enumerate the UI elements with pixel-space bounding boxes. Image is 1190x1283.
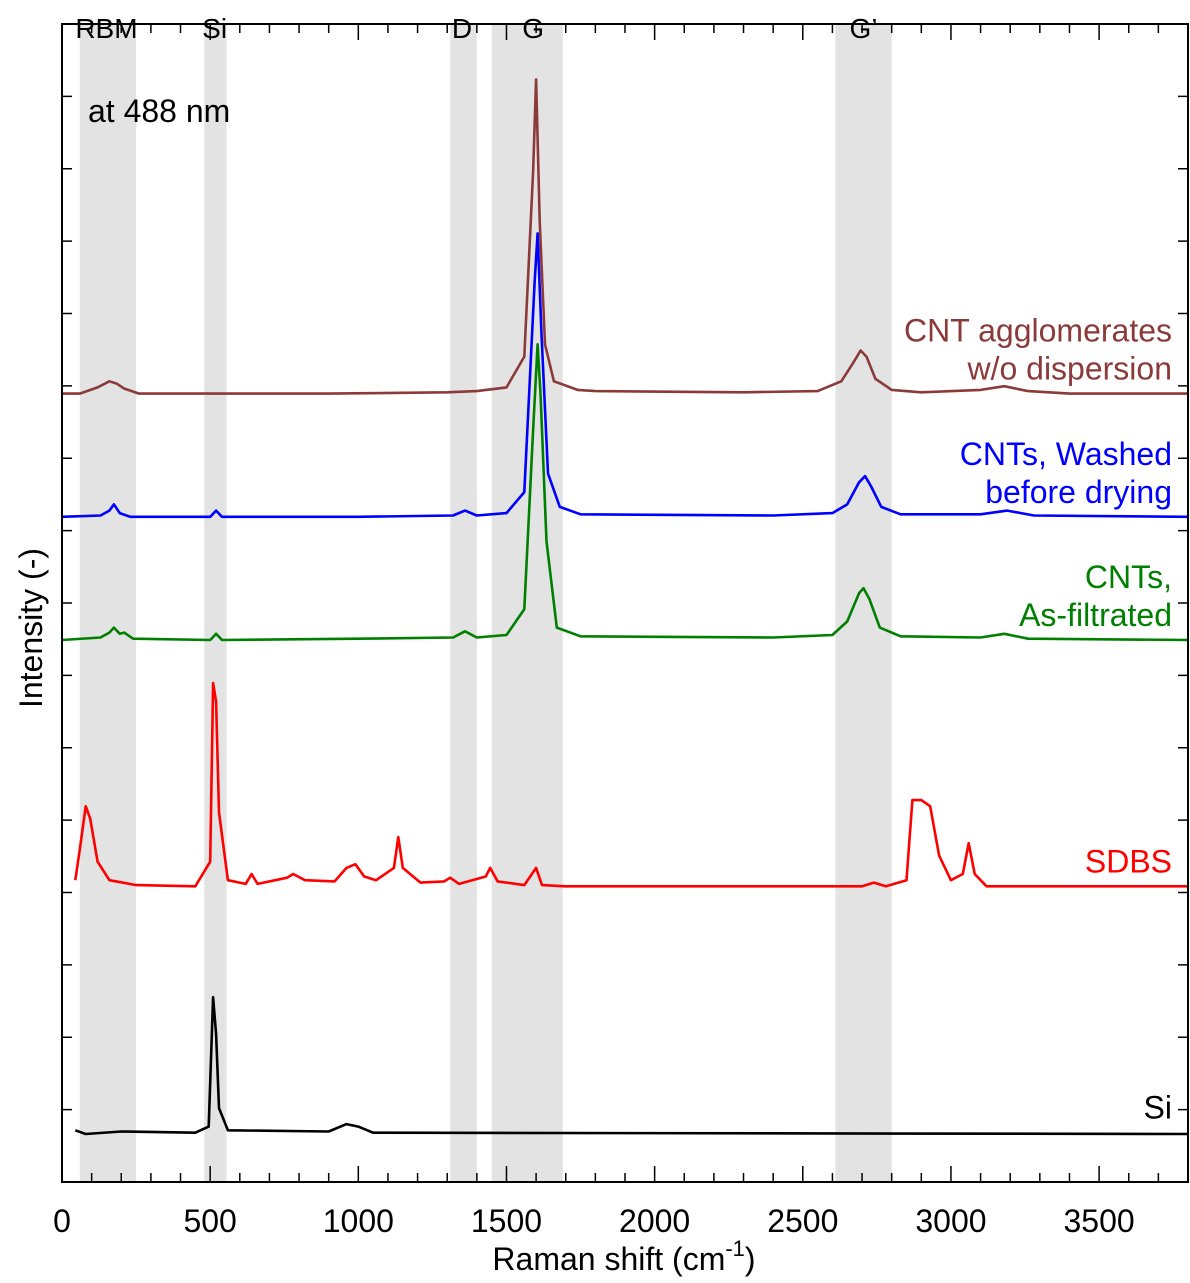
- series-label-2-line-0: CNTs,: [1085, 559, 1172, 595]
- band-1: [204, 24, 227, 1182]
- x-tick-label: 3500: [1064, 1203, 1135, 1239]
- series-label-2-line-1: As-filtrated: [1019, 597, 1172, 633]
- series-line-3: [74, 681, 1188, 888]
- band-label-3: G: [522, 13, 544, 44]
- series-label-0-line-0: CNT agglomerates: [904, 313, 1172, 349]
- x-tick-label: 1000: [323, 1203, 394, 1239]
- axis-ticks: 0 500 1000 1500 2000 2500 3000 3500: [53, 24, 1189, 1239]
- x-tick-label: 500: [183, 1203, 236, 1239]
- series-label-1-line-1: before drying: [985, 474, 1172, 510]
- series-label-4-line-0: Si: [1144, 1090, 1172, 1126]
- series-line-2: [61, 343, 1189, 642]
- x-tick-label: 1500: [471, 1203, 542, 1239]
- y-axis-label: Intensity (-): [13, 548, 49, 708]
- band-label-4: G’: [850, 13, 878, 44]
- band-0: [79, 24, 137, 1182]
- band-4: [835, 24, 892, 1182]
- x-tick-label: 3000: [915, 1203, 986, 1239]
- x-tick-label: 2000: [619, 1203, 690, 1239]
- highlight-bands: [79, 24, 892, 1182]
- x-axis-label: Raman shift (cm-1): [492, 1236, 755, 1277]
- band-labels: RBM Si D G G’: [75, 13, 877, 44]
- series-line-4: [74, 995, 1189, 1136]
- band-3: [491, 24, 563, 1182]
- x-tick-label: 2500: [767, 1203, 838, 1239]
- band-label-1: Si: [202, 13, 227, 44]
- spectra-lines: [61, 78, 1189, 1136]
- band-label-2: D: [452, 13, 472, 44]
- series-label-0-line-1: w/o dispersion: [966, 351, 1172, 387]
- band-2: [450, 24, 477, 1182]
- series-line-0: [62, 78, 1188, 395]
- series-line-1: [61, 232, 1189, 519]
- x-tick-label: 0: [53, 1203, 71, 1239]
- series-label-1-line-0: CNTs, Washed: [960, 436, 1172, 472]
- excitation-annotation: at 488 nm: [88, 93, 230, 129]
- series-label-3-line-0: SDBS: [1085, 843, 1172, 879]
- band-label-0: RBM: [75, 13, 137, 44]
